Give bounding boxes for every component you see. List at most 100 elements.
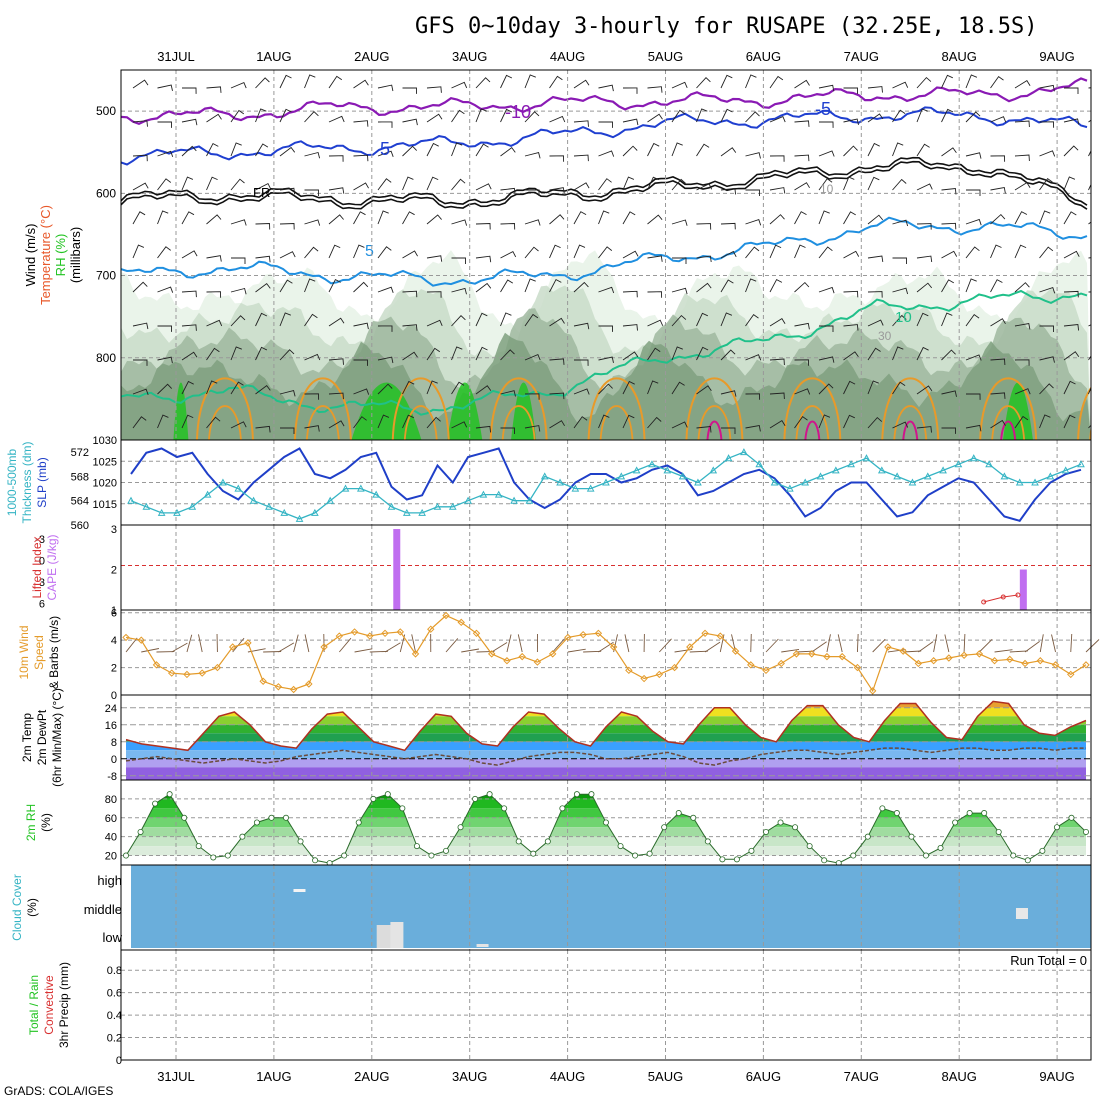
wind-barb (720, 349, 736, 361)
y-tick-label: 0 (111, 690, 117, 702)
wind-barb (1039, 383, 1054, 395)
wind-barb (500, 349, 515, 361)
wind-barb (745, 152, 761, 159)
wind-barb (818, 286, 835, 294)
wind-barb (794, 415, 808, 429)
rh-point (181, 814, 188, 821)
wind-barb (230, 381, 244, 395)
thickness-point (341, 484, 350, 492)
rh-band (126, 808, 1086, 818)
panel-axis-label: Total / Rain (27, 975, 41, 1035)
wind-barb (1014, 120, 1030, 128)
thickness-point (663, 466, 672, 474)
wind-barb (132, 120, 148, 127)
wind-speed-point (1067, 670, 1075, 679)
wind-barb (892, 287, 909, 295)
wind-barb (549, 358, 565, 365)
wind-barb (671, 81, 688, 89)
thickness-point (1000, 472, 1009, 480)
wind-barb (622, 290, 638, 298)
rh-point (952, 819, 959, 826)
wind-barb (304, 219, 321, 226)
rh-point (559, 805, 566, 812)
wind-barb (475, 346, 488, 361)
wind-barb (671, 346, 683, 361)
cape-bar (393, 529, 401, 610)
panel-axis-label: SLP (mb) (35, 457, 49, 507)
thickness-point (586, 484, 595, 492)
thickness-point (923, 472, 932, 480)
wind-speed-point (274, 683, 283, 691)
wind-barb (843, 118, 859, 125)
thickness-point (249, 496, 258, 504)
temperature-band (126, 750, 1086, 759)
wind-barb (916, 183, 933, 191)
wind-barb (990, 116, 1007, 123)
wind-barb (1088, 291, 1091, 293)
wind-barb (769, 419, 786, 429)
wind-barb (354, 648, 373, 653)
wind-barb (843, 290, 859, 298)
wind-speed-point (808, 650, 816, 658)
wind-barb (328, 75, 343, 89)
rh-point (588, 791, 595, 798)
thickness-point (265, 502, 273, 510)
wind-barb (622, 176, 635, 191)
wind-barb (157, 246, 171, 259)
wind-barb (941, 222, 957, 230)
wind-barb (916, 385, 933, 395)
wind-barb (573, 281, 589, 293)
wind-speed-point (853, 663, 862, 672)
wind-barb (353, 322, 369, 330)
wind-barb (867, 86, 883, 93)
wind-barb (451, 346, 463, 361)
wind-barb (622, 87, 638, 94)
wind-speed-point (823, 652, 831, 661)
rh-band (126, 794, 1086, 799)
isotherm-line (121, 77, 1088, 125)
wind-barb (1088, 119, 1091, 123)
wind-speed-point (792, 650, 801, 658)
wind-barb (230, 346, 242, 361)
wind-barb (745, 393, 761, 400)
thickness-point (127, 496, 135, 504)
isotherm-warm-loop (685, 377, 744, 440)
wind-barb (745, 74, 757, 89)
wind-barb (696, 255, 712, 263)
wind-barb (157, 383, 173, 395)
wind-barb (818, 356, 835, 363)
wind-barb (524, 219, 541, 226)
wind-barb (1014, 282, 1030, 293)
wind-barb (402, 211, 415, 225)
thickness-point (678, 472, 687, 480)
wind-barb (377, 246, 392, 259)
wind-barb (916, 76, 932, 89)
wind-barb (353, 211, 366, 225)
wind-barb (278, 642, 295, 653)
wind-speed-point (564, 633, 572, 642)
isotherm-warm-loop (391, 377, 450, 440)
wind-barb (918, 641, 934, 653)
wind-barb (304, 278, 316, 293)
wind-barb (255, 108, 267, 123)
wind-speed-point (320, 643, 328, 651)
wind-barb (794, 322, 810, 330)
wind-barb (794, 154, 810, 162)
wind-barb (231, 257, 246, 264)
rh-point (675, 810, 682, 817)
wind-barb (426, 142, 439, 157)
wind-barb (500, 312, 512, 327)
wind-speed-point (259, 677, 267, 685)
wind-barb (549, 75, 563, 89)
thickness-point (724, 454, 733, 462)
rh-point (893, 810, 900, 817)
thickness-point (801, 478, 810, 486)
y-tick-label: 700 (96, 269, 116, 283)
panel-axis-label: Wind (m/s) (23, 224, 38, 287)
wind-barb (255, 77, 270, 89)
wind-barb (230, 142, 242, 157)
wind-barb (916, 426, 932, 433)
wind-barb (721, 427, 736, 434)
wind-barb (941, 427, 956, 434)
